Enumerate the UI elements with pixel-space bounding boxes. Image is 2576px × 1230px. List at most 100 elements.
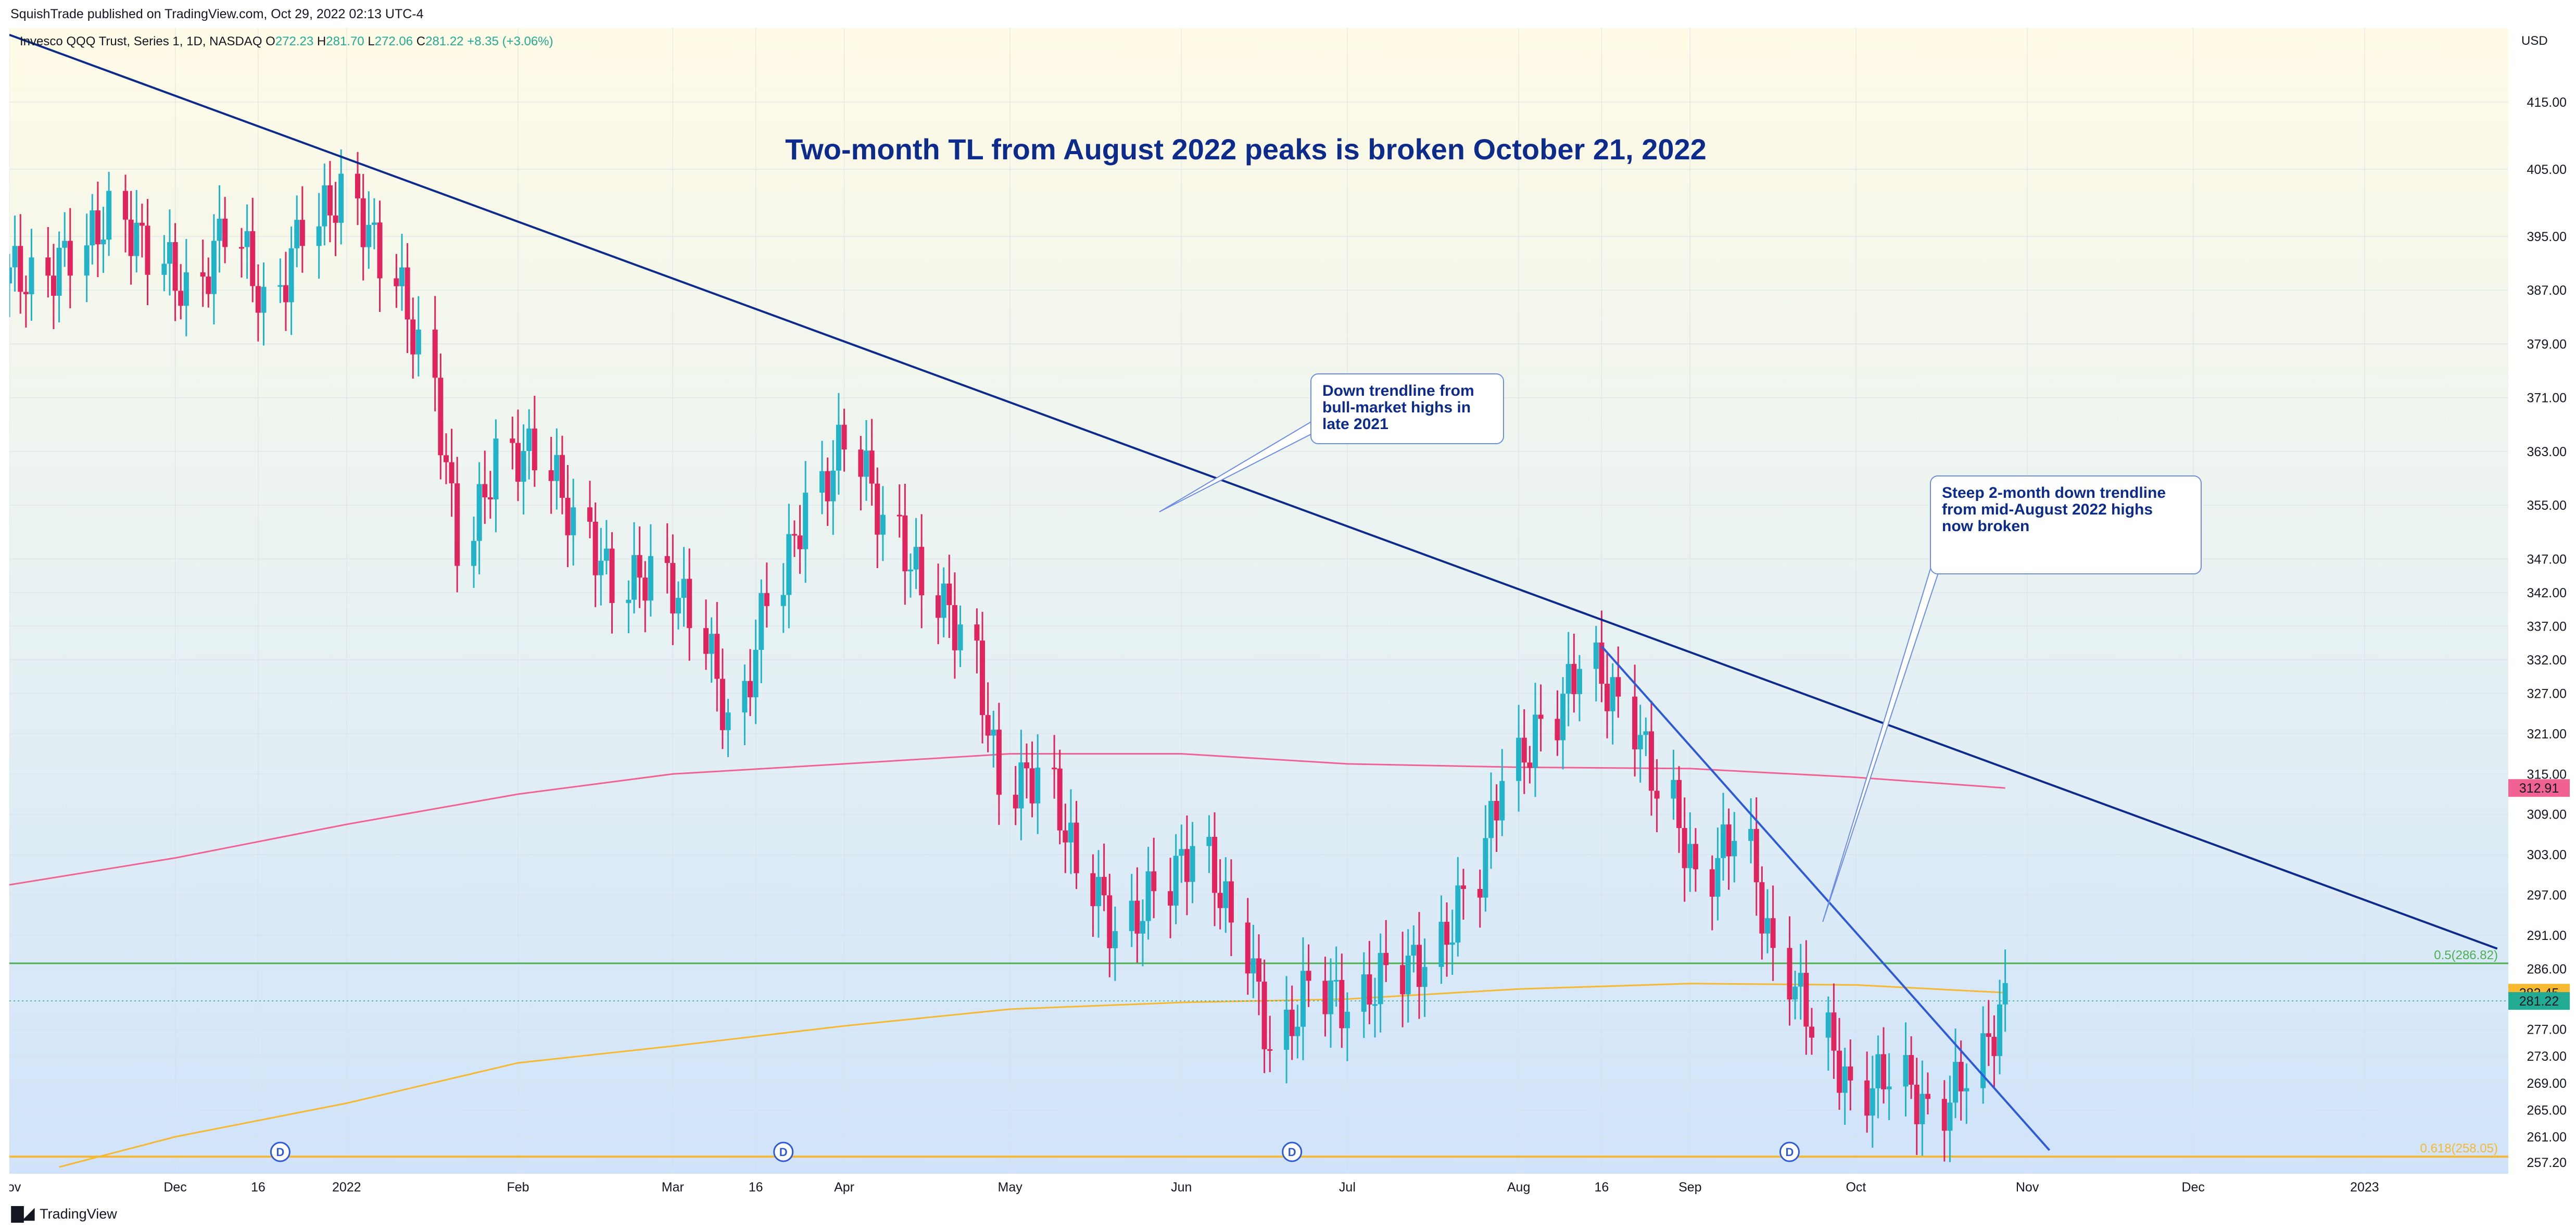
- price-tick-label[interactable]: 265.00: [2527, 1103, 2567, 1118]
- dividend-marker[interactable]: [773, 1141, 794, 1162]
- price-axis[interactable]: 415.00 405.00 395.00 387.00 379.00 371.00 363.…: [2527, 95, 2567, 1170]
- callout-box[interactable]: [1310, 373, 1504, 444]
- callout-box[interactable]: [1930, 475, 2202, 574]
- price-tick-label[interactable]: 342.00: [2527, 586, 2567, 600]
- candle-body: [454, 483, 460, 566]
- trendlines[interactable]: [9, 34, 2498, 1151]
- price-tick-label[interactable]: 286.00: [2527, 962, 2567, 976]
- candle-body: [1035, 768, 1041, 804]
- price-tick-label[interactable]: 321.00: [2527, 727, 2567, 742]
- candle-body: [709, 634, 714, 654]
- candle-body: [1477, 889, 1483, 898]
- time-axis[interactable]: Nov Dec 16 2022 Feb Mar 16 Apr May Jun Jul Aug 16 Sep…: [9, 1180, 2379, 1195]
- price-tick-label[interactable]: 395.00: [2527, 230, 2567, 244]
- time-tick-label[interactable]: 2023: [2350, 1180, 2379, 1195]
- candle-body: [134, 222, 140, 256]
- time-tick-label[interactable]: Oct: [1846, 1180, 1866, 1195]
- time-tick-label[interactable]: Sep: [1678, 1180, 1701, 1195]
- candle-body: [106, 191, 112, 240]
- candle-body: [1925, 1094, 1930, 1099]
- candle-body: [587, 507, 593, 522]
- price-tick-label[interactable]: 269.00: [2527, 1076, 2567, 1091]
- price-tick-label[interactable]: 371.00: [2527, 391, 2567, 406]
- candle-body: [1494, 801, 1499, 821]
- time-tick-label[interactable]: Mar: [662, 1180, 684, 1195]
- price-tick-label[interactable]: 291.00: [2527, 928, 2567, 943]
- price-tick-label[interactable]: 332.00: [2527, 653, 2567, 668]
- time-tick-label[interactable]: Aug: [1507, 1180, 1530, 1195]
- price-tick-label[interactable]: 277.00: [2527, 1023, 2567, 1037]
- candle-body: [571, 507, 576, 535]
- dividend-marker[interactable]: [1779, 1141, 1800, 1162]
- candle-body: [1682, 828, 1687, 869]
- time-tick-label[interactable]: 16: [251, 1180, 266, 1195]
- candle-body: [29, 257, 34, 295]
- candle-body: [1605, 684, 1610, 711]
- time-tick-label[interactable]: 16: [749, 1180, 763, 1195]
- time-tick-label[interactable]: Nov: [9, 1180, 21, 1195]
- candle-body: [1676, 780, 1682, 829]
- price-tick-label[interactable]: 327.00: [2527, 686, 2567, 701]
- candle-body: [957, 624, 963, 650]
- candle-body: [487, 497, 493, 499]
- candle-body: [1599, 642, 1605, 684]
- time-tick-label[interactable]: Dec: [163, 1180, 186, 1195]
- candle-body: [172, 242, 178, 291]
- price-tick-label[interactable]: 405.00: [2527, 162, 2567, 177]
- price-tick-label[interactable]: 337.00: [2527, 619, 2567, 634]
- candle-body: [1422, 967, 1428, 987]
- trendline[interactable]: [1600, 645, 2051, 1151]
- price-tick-label[interactable]: 261.00: [2527, 1130, 2567, 1145]
- time-tick-label[interactable]: 16: [1595, 1180, 1609, 1195]
- price-tick-label[interactable]: 309.00: [2527, 808, 2567, 822]
- time-tick-label[interactable]: May: [998, 1180, 1023, 1195]
- time-tick-label[interactable]: Feb: [507, 1180, 529, 1195]
- fib-level-label: 0.5(286.82): [2434, 948, 2498, 962]
- dividend-marker[interactable]: [270, 1141, 291, 1162]
- price-tick-label[interactable]: 379.00: [2527, 337, 2567, 352]
- candle-body: [222, 218, 228, 247]
- time-tick-label[interactable]: 2022: [332, 1180, 361, 1195]
- candle-body: [1715, 858, 1721, 897]
- price-tick-label[interactable]: 415.00: [2527, 95, 2567, 110]
- candle-body: [1134, 900, 1140, 934]
- trendline[interactable]: [9, 34, 2498, 950]
- price-tick-label[interactable]: 297.00: [2527, 888, 2567, 903]
- open-value: 272.23: [275, 34, 314, 48]
- candle-body: [239, 247, 245, 249]
- candle-body: [780, 595, 786, 606]
- price-tick-label[interactable]: 257.20: [2527, 1156, 2567, 1170]
- candle-body: [532, 428, 537, 471]
- candle-body: [211, 241, 217, 294]
- candle-body: [1571, 663, 1577, 694]
- time-tick-label[interactable]: Dec: [2181, 1180, 2204, 1195]
- candle-body: [1787, 948, 1792, 1000]
- dividend-label: D: [276, 1146, 284, 1159]
- tradingview-logo-icon[interactable]: ▇◢: [11, 1205, 34, 1222]
- candle-body: [1881, 1054, 1886, 1089]
- time-tick-label[interactable]: Jul: [1339, 1180, 1356, 1195]
- candle-body: [1499, 781, 1505, 821]
- candle-body: [1825, 1012, 1831, 1038]
- candle-body: [791, 534, 797, 536]
- price-tick-label[interactable]: 355.00: [2527, 498, 2567, 513]
- brand-name[interactable]: TradingView: [40, 1206, 117, 1222]
- time-tick-label[interactable]: Jun: [1171, 1180, 1192, 1195]
- candle-body: [493, 438, 499, 499]
- time-tick-label[interactable]: Apr: [834, 1180, 854, 1195]
- candle-body: [1256, 958, 1261, 982]
- price-tick-label[interactable]: 273.00: [2527, 1049, 2567, 1064]
- time-tick-label[interactable]: Nov: [2016, 1180, 2039, 1195]
- dividend-marker[interactable]: [1282, 1141, 1303, 1162]
- price-tick-label[interactable]: 387.00: [2527, 283, 2567, 298]
- price-tick-label[interactable]: 303.00: [2527, 848, 2567, 862]
- chart-area[interactable]: 0.5(286.82) 0.618(258.05) Down trendline …: [9, 28, 2576, 1199]
- price-chart[interactable]: 0.5(286.82) 0.618(258.05) Down trendline …: [9, 28, 2576, 1199]
- price-tick-label[interactable]: 363.00: [2527, 445, 2567, 459]
- candle-body: [333, 215, 338, 223]
- candle-body: [1074, 822, 1079, 873]
- dividend-label: D: [1288, 1146, 1296, 1159]
- price-tick-label[interactable]: 347.00: [2527, 552, 2567, 567]
